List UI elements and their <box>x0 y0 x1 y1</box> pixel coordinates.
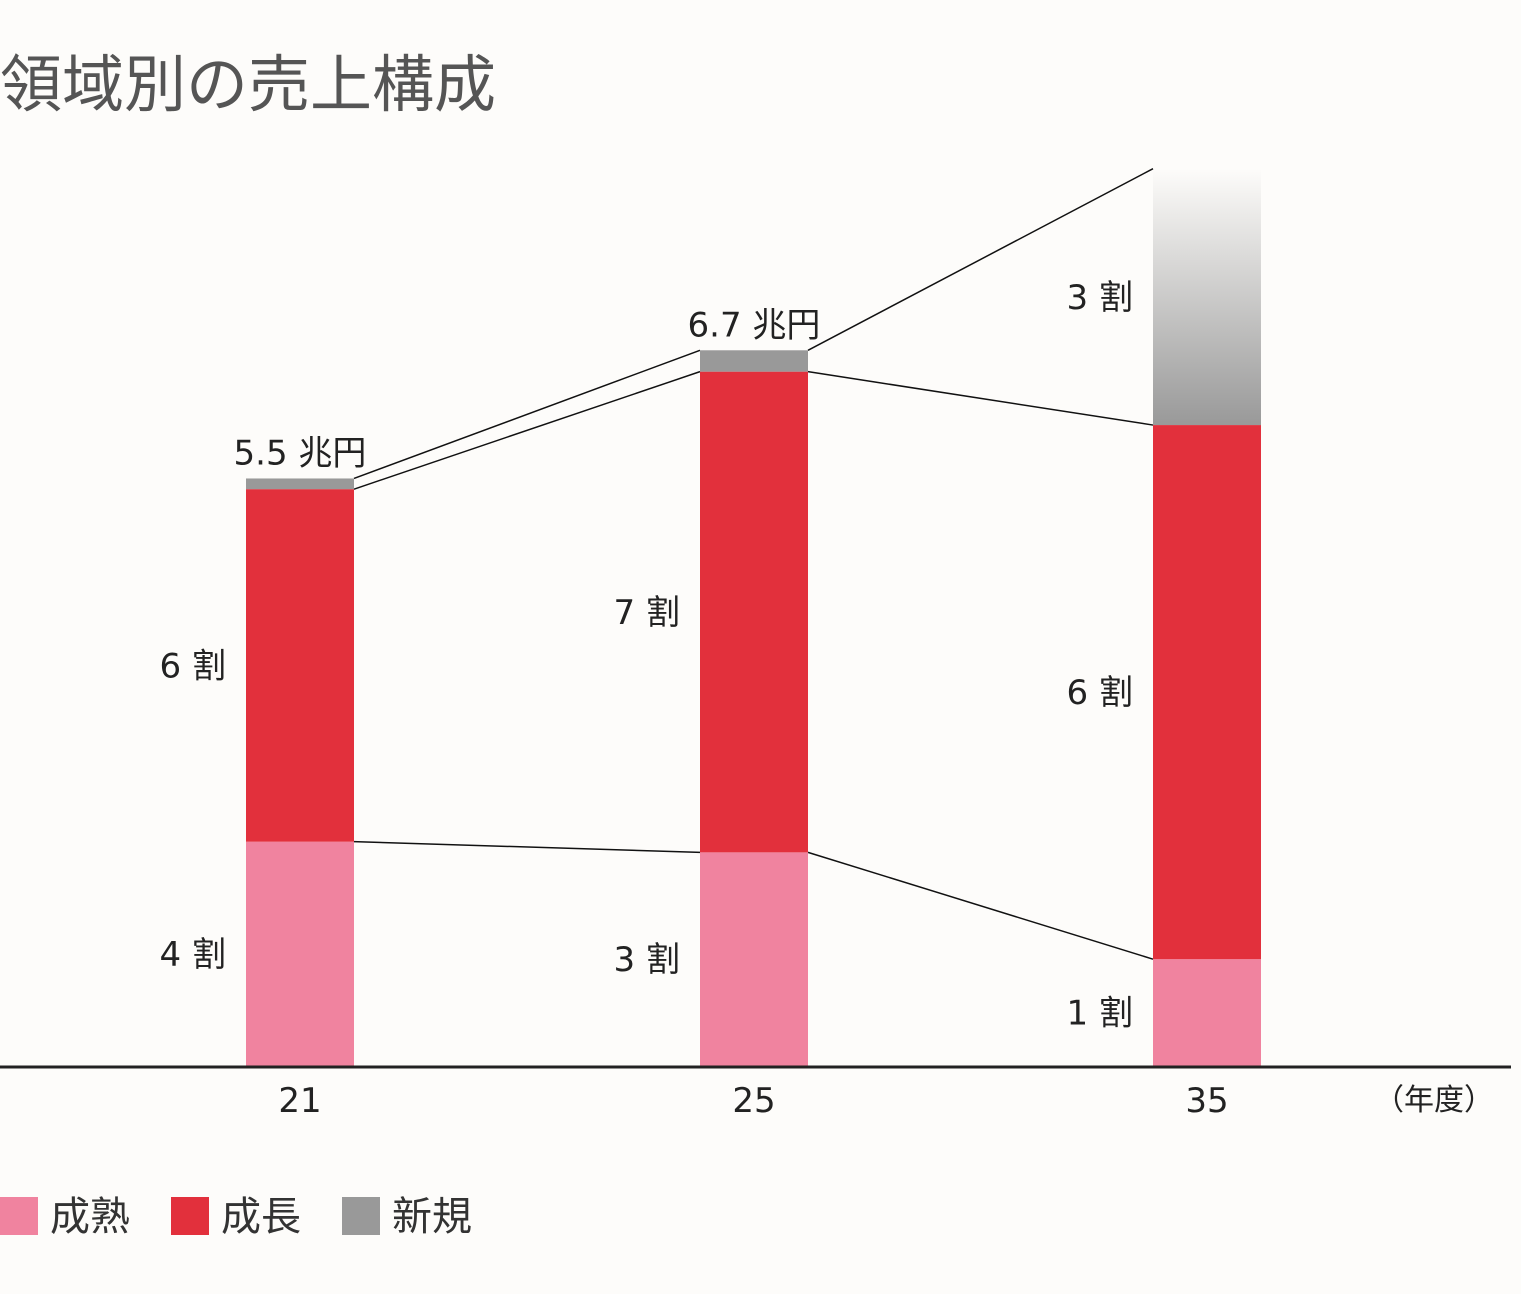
bar-25-s0 <box>700 852 808 1066</box>
x-tick-25: 25 <box>732 1081 775 1121</box>
segment-label-25-s0: 3 割 <box>614 940 680 980</box>
total-labels: 5.5 兆円 6.7 兆円 <box>234 305 821 473</box>
x-unit-label: （年度） <box>1374 1083 1494 1118</box>
legend-label-1: 成長 <box>221 1194 301 1240</box>
connector-line <box>807 370 1154 426</box>
total-label-21: 5.5 兆円 <box>234 433 367 473</box>
bars <box>246 168 1261 1066</box>
connector-line <box>353 840 701 854</box>
segment-label-25-s1: 7 割 <box>614 593 680 633</box>
x-tick-labels: 21 25 35 <box>278 1081 1228 1121</box>
bar-21-s1 <box>246 489 354 842</box>
legend-swatch-2 <box>342 1197 380 1235</box>
legend-label-0: 成熟 <box>50 1194 130 1240</box>
segment-label-35-s0: 1 割 <box>1067 994 1133 1034</box>
bar-25-s2 <box>700 350 808 372</box>
bar-35-s0 <box>1153 959 1261 1066</box>
connector-line <box>807 168 1154 351</box>
segment-label-21-s1: 6 割 <box>160 646 226 686</box>
bar-25-s1 <box>700 371 808 853</box>
chart-title: 領域別の売上構成 <box>0 48 496 121</box>
connector-line <box>353 370 701 490</box>
legend-swatch-0 <box>0 1197 38 1235</box>
bar-21-s2 <box>246 478 354 490</box>
connector-lines <box>353 168 1154 960</box>
bar-35-s2 <box>1153 168 1261 426</box>
connector-line <box>807 851 1154 960</box>
segment-label-35-s2: 3 割 <box>1067 278 1133 318</box>
bar-21-s0 <box>246 841 354 1066</box>
x-tick-35: 35 <box>1185 1081 1228 1121</box>
x-tick-21: 21 <box>278 1081 321 1121</box>
segment-labels: 4 割 6 割 3 割 7 割 1 割 6 割 3 割 <box>160 278 1133 1034</box>
legend-label-2: 新規 <box>392 1194 472 1240</box>
segment-label-35-s1: 6 割 <box>1067 673 1133 713</box>
legend-swatch-1 <box>171 1197 209 1235</box>
total-label-25: 6.7 兆円 <box>688 305 821 345</box>
bar-35-s1 <box>1153 425 1261 960</box>
connector-line <box>353 349 701 480</box>
segment-label-21-s0: 4 割 <box>160 935 226 975</box>
legend: 成熟 成長 新規 <box>0 1194 472 1240</box>
